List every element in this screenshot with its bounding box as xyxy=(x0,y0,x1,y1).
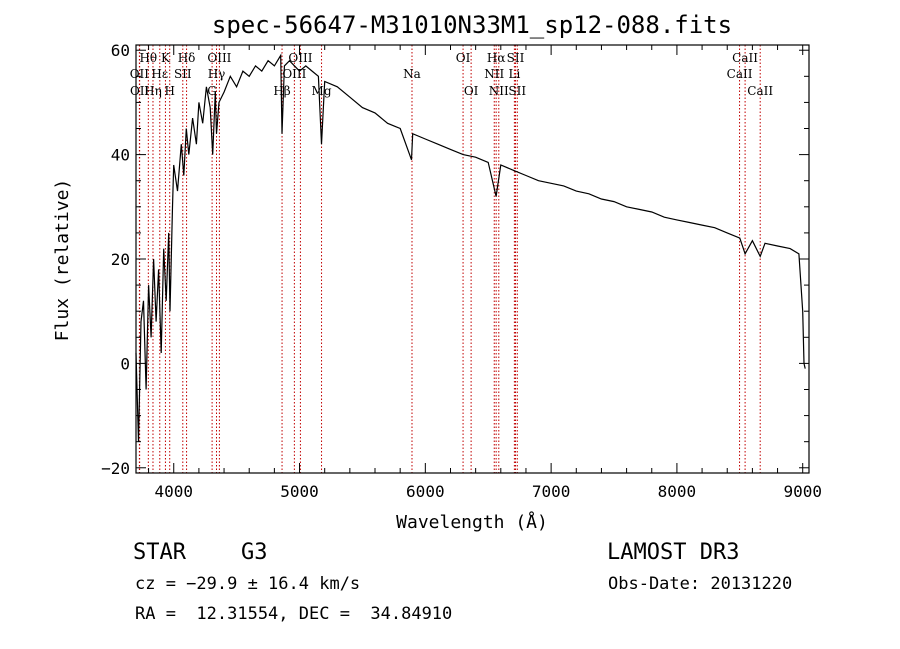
line-label: Hδ xyxy=(178,51,196,65)
line-label: OI xyxy=(464,84,479,98)
chart-title: spec-56647-M31010N33M1_sp12-088.fits xyxy=(212,11,732,39)
object-subclass: G3 xyxy=(241,540,268,565)
line-label: SII xyxy=(507,51,525,65)
y-tick-label: 0 xyxy=(120,354,130,373)
line-label: OIII xyxy=(207,51,231,65)
x-tick-label: 4000 xyxy=(154,482,193,501)
line-label: Hε xyxy=(151,67,168,81)
y-tick-label: 20 xyxy=(111,250,130,269)
observation-date: Obs-Date: 20131220 xyxy=(608,574,793,594)
line-label: NII xyxy=(484,67,504,81)
line-label: SII xyxy=(174,67,192,81)
line-label: OII xyxy=(130,84,150,98)
x-tick-label: 9000 xyxy=(783,482,822,501)
line-label: K xyxy=(161,51,171,65)
line-label: Mg xyxy=(312,84,332,98)
line-label: H xyxy=(164,84,174,98)
line-label: Hα xyxy=(487,51,506,65)
line-label: OII xyxy=(130,67,150,81)
line-label: OIII xyxy=(288,51,312,65)
line-label: Hθ xyxy=(139,51,157,65)
x-tick-label: 5000 xyxy=(280,482,319,501)
survey-name: LAMOST DR3 xyxy=(607,540,740,565)
redshift-velocity: cz = −29.9 ± 16.4 km/s xyxy=(135,574,361,594)
x-tick-label: 7000 xyxy=(532,482,571,501)
line-label: SII xyxy=(508,84,526,98)
line-label: Li xyxy=(508,67,520,81)
y-axis: −20 0 20 40 60 xyxy=(101,41,809,478)
line-label: G xyxy=(207,84,217,98)
line-label: CaII xyxy=(747,84,773,98)
y-axis-label: Flux (relative) xyxy=(52,179,73,342)
line-label: Na xyxy=(403,67,421,81)
y-tick-label: 40 xyxy=(111,146,130,165)
line-label: NII xyxy=(489,84,509,98)
emission-line-markers xyxy=(138,45,761,473)
line-label: CaII xyxy=(732,51,758,65)
x-tick-label: 6000 xyxy=(406,482,445,501)
y-tick-label: 60 xyxy=(111,41,130,60)
line-label: OI xyxy=(456,51,471,65)
line-label: Hγ xyxy=(208,67,226,81)
x-axis-label: Wavelength (Å) xyxy=(396,511,548,533)
coordinates: RA = 12.31554, DEC = 34.84910 xyxy=(135,604,453,624)
x-tick-label: 8000 xyxy=(658,482,697,501)
x-axis: 4000 5000 6000 7000 8000 9000 xyxy=(148,45,822,501)
line-label: Hη xyxy=(144,84,162,98)
y-tick-label: −20 xyxy=(101,459,130,478)
object-class: STAR xyxy=(133,540,186,565)
line-label: CaII xyxy=(727,67,753,81)
plot-frame xyxy=(135,44,810,474)
line-label: OIII xyxy=(282,67,306,81)
line-label: Hβ xyxy=(273,84,290,98)
spectrum-line xyxy=(135,53,806,442)
